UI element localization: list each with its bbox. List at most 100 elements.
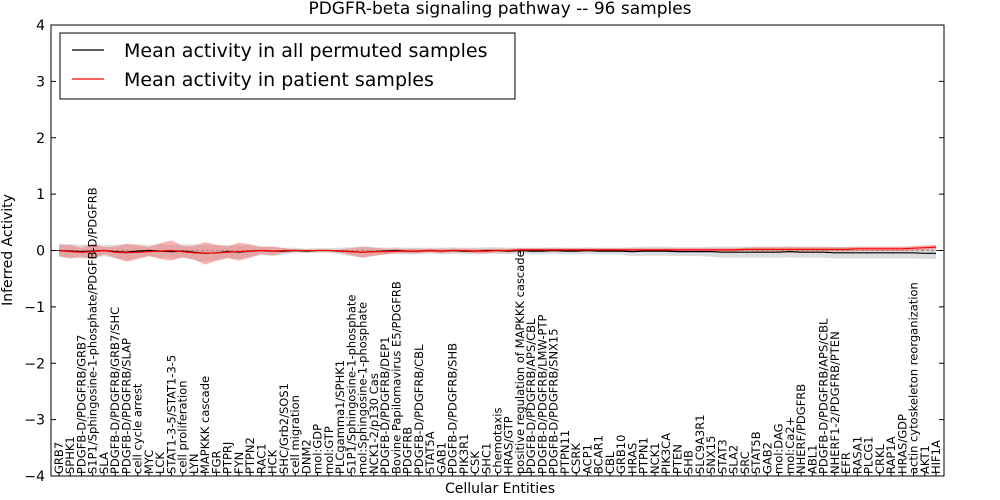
x-tick-label: RAC1 (254, 443, 268, 474)
plot-frame (50, 24, 945, 477)
x-tick-label: mol:GTP (322, 426, 336, 474)
x-tick-label: PDGFB-D/PDGFRB/APS/CBL (524, 318, 538, 474)
x-tick-label: PDGFB-D/PDGFRB/LMW-PTP (536, 315, 550, 474)
y-tick-label: 4 (36, 18, 45, 34)
x-tick-label: PDGFB-D/PDGFRB/SLAP (120, 338, 134, 474)
x-tick-label: GAB2 (760, 442, 774, 474)
y-axis-label: Inferred Activity (0, 194, 16, 306)
x-tick-label: HRAS/GTP (502, 416, 516, 474)
x-tick-label: SLC9A3R1 (693, 414, 707, 474)
x-tick-label: PIK3R1 (457, 434, 471, 475)
x-tick-label: mol:GDP (311, 424, 325, 474)
y-axis-ticks: −4 −3 −2 −1 0 1 2 3 4 (24, 18, 944, 485)
x-axis-label: Cellular Entities (445, 481, 555, 497)
x-tick-label: mol:Sphingosine-1-phosphate (356, 302, 370, 474)
x-tick-label: FGR (209, 450, 223, 474)
x-tick-label: PDGFB-D/PDGFRB/CBL (412, 344, 426, 474)
x-tick-label: LYN (187, 453, 201, 474)
x-tick-label: MAPKKK cascade (198, 376, 212, 474)
x-tick-label: RASA1 (850, 436, 864, 474)
x-tick-label: cell migration (288, 395, 302, 474)
x-tick-label: Bovine Papilomavirus E5/PDGFRB (389, 281, 403, 474)
y-tick-label: 0 (36, 244, 45, 260)
legend-label-permuted: Mean activity in all permuted samples (124, 40, 487, 62)
x-tick-label: PTPRJ (221, 442, 235, 474)
x-tick-label: PTEN (670, 444, 684, 474)
x-tick-label: GRB7 (52, 442, 66, 474)
x-tick-label: MYC (142, 450, 156, 474)
x-tick-label: PTPN2 (243, 437, 257, 474)
chart-title: PDGFR-beta signaling pathway -- 96 sampl… (308, 0, 691, 19)
x-tick-label: PDGFB-D/PDGFRB/APS/CBL (817, 318, 831, 474)
x-tick-label: PDGFB-D/PDGFRB/GRB7/SHC (108, 307, 122, 474)
x-tick-label: SLA2 (727, 445, 741, 474)
x-tick-label: STAT3 (715, 439, 729, 474)
x-tick-label: NCK1-2/p130 Cas (367, 373, 381, 474)
x-tick-label: PTPN11 (558, 430, 572, 474)
x-tick-label: PIK3CA (659, 433, 673, 474)
x-tick-label: ACP1 (580, 444, 594, 474)
x-tick-label: NCK1 (648, 443, 662, 475)
x-tick-label: STAT1-3-5/STAT1-3-5 (164, 355, 178, 474)
x-tick-label: FYN (232, 452, 246, 474)
series-1-line (58, 246, 937, 254)
x-tick-label: PLCG1 (862, 436, 876, 474)
x-tick-label: DNM2 (299, 439, 313, 474)
x-tick-label: BCAR1 (592, 435, 606, 474)
y-tick-label: 1 (36, 187, 45, 203)
x-tick-label: cell proliferation (176, 380, 190, 474)
x-tick-label: actin cytoskeleton reorganization (907, 282, 921, 474)
x-tick-label: NHERF1-2/PDGFRB/PTEN (828, 331, 842, 474)
x-tick-label: STAT5B (749, 431, 763, 474)
x-tick-label: HRAS/GDP (895, 414, 909, 474)
x-tick-label: STAT5A (423, 431, 437, 474)
x-tick-label: ABL1 (805, 445, 819, 474)
x-tick-label: PDGFRB (401, 427, 415, 474)
y-tick-label: −4 (24, 469, 45, 485)
x-tick-label: PDGFB-D/PDGFRB/DEP1 (378, 336, 392, 474)
x-tick-label: cell cycle arrest (131, 383, 145, 474)
x-tick-label: chemotaxis (491, 408, 505, 474)
x-tick-label: HCK (266, 449, 280, 474)
y-tick-label: 2 (36, 131, 45, 147)
x-tick-label: SRC (738, 451, 752, 474)
x-tick-label: PTPN1 (637, 437, 651, 474)
x-tick-label: CRKL (873, 443, 887, 474)
x-tick-label: PDGFB-D/PDGFRB/SNX15 (547, 328, 561, 474)
legend: Mean activity in all permuted samples Me… (59, 32, 516, 100)
y-tick-label: −3 (24, 413, 45, 429)
x-tick-label: PLCgamma1/SPHK1 (333, 360, 347, 474)
y-tick-label: 3 (36, 74, 45, 90)
plot-area (51, 240, 944, 265)
x-tick-label: PDGFB-D/PDGFRB/GRB7 (75, 335, 89, 474)
x-tick-label: AKT1 (918, 445, 932, 474)
x-tick-label: SLA (97, 452, 111, 474)
x-tick-label: SNX15 (704, 436, 718, 474)
x-tick-label: SPHK1 (63, 436, 77, 474)
x-tick-label: GAB1 (434, 442, 448, 474)
x-tick-label: mol:Ca2+ (783, 417, 797, 474)
x-tick-label: CSK (468, 451, 482, 474)
y-tick-label: −1 (24, 300, 45, 316)
x-tick-label: positive regulation of MAPKKK cascade (513, 250, 527, 474)
x-tick-label: mol:DAG (772, 423, 786, 474)
x-tick-label: CBL (603, 451, 617, 474)
y-tick-label: −2 (24, 356, 45, 372)
x-tick-label: GRB10 (614, 435, 628, 474)
x-tick-label: RAP1A (884, 436, 898, 474)
x-tick-label: SHC1 (479, 443, 493, 474)
x-tick-label: HIF1A (929, 440, 943, 474)
x-tick-label: SHB (682, 450, 696, 474)
x-tick-label: CSRK (569, 443, 583, 474)
legend-box (59, 32, 516, 100)
x-tick-label: SHC/Grb2/SOS1 (277, 383, 291, 474)
x-tick-label: EFR (839, 452, 853, 474)
x-tick-label: HRAS (625, 443, 639, 474)
x-tick-label: NHERF/PDGFRB (794, 384, 808, 474)
x-tick-label: PDGFB-D/PDGFRB/SHB (446, 343, 460, 474)
x-tick-label: S1P1/Sphingosine-1-phosphate (344, 295, 358, 474)
legend-label-patient: Mean activity in patient samples (124, 69, 434, 91)
x-tick-label: LCK (153, 452, 167, 474)
